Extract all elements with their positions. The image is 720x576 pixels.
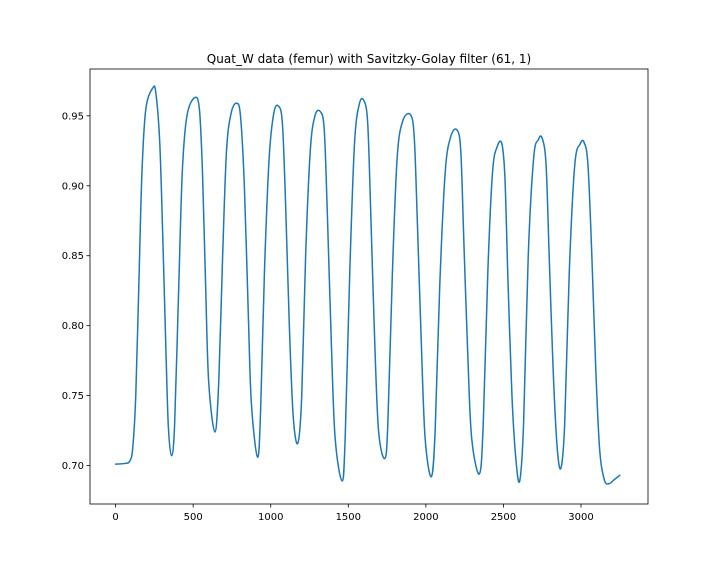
y-tick-label: 0.80 <box>62 321 84 332</box>
y-axis: 0.70 0.75 0.80 0.85 0.90 0.95 <box>62 111 90 472</box>
chart-title: Quat_W data (femur) with Savitzky-Golay … <box>207 52 531 66</box>
series-line <box>114 85 621 485</box>
x-tick-label: 1000 <box>258 512 283 523</box>
y-tick-label: 0.90 <box>62 181 84 192</box>
x-tick-label: 500 <box>184 512 203 523</box>
x-tick-label: 1500 <box>336 512 361 523</box>
y-tick-label: 0.95 <box>62 111 84 122</box>
y-tick-label: 0.75 <box>62 391 84 402</box>
x-tick-label: 2500 <box>491 512 516 523</box>
x-tick-label: 0 <box>112 512 118 523</box>
plot-frame <box>89 68 649 505</box>
x-tick-label: 2000 <box>413 512 438 523</box>
x-axis: 0 500 1000 1500 2000 2500 3000 <box>112 504 594 523</box>
x-tick-label: 3000 <box>568 512 593 523</box>
y-tick-label: 0.70 <box>62 461 84 472</box>
y-tick-label: 0.85 <box>62 251 84 262</box>
